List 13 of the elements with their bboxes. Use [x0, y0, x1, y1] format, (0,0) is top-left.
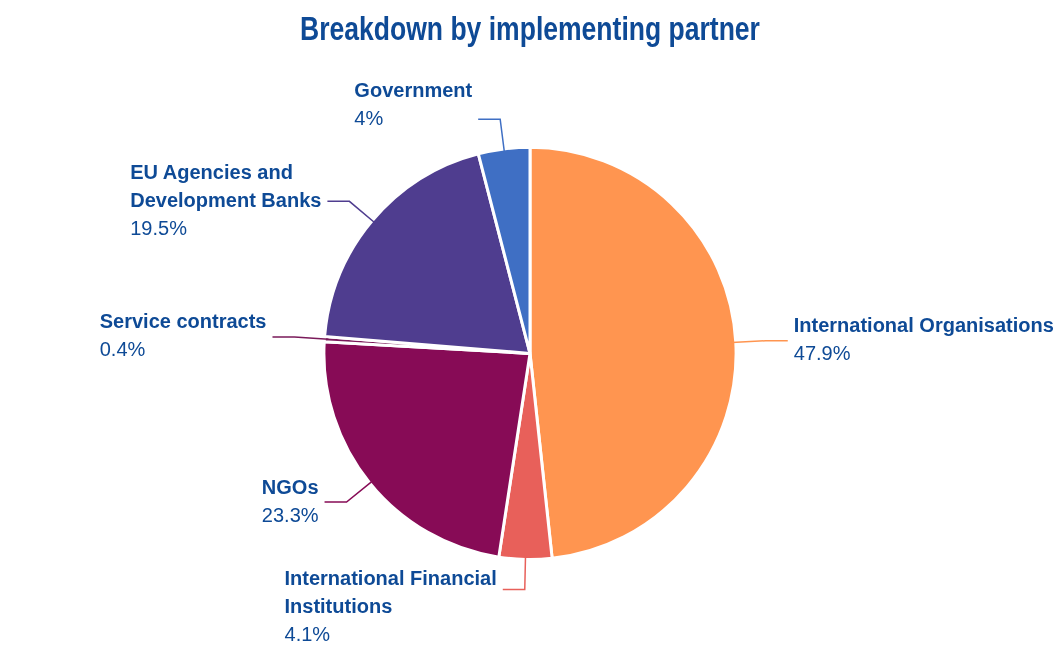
- slice-label: NGOs: [261, 475, 319, 498]
- slice-label: International Financial Institutions: [284, 566, 497, 617]
- data-label: 19.5%: [130, 216, 188, 239]
- data-label: 0.4%: [99, 338, 146, 361]
- data-label: 23.3%: [261, 503, 319, 526]
- chart-title: Breakdown by implementing partner: [300, 8, 761, 48]
- slice-label: International Organisations: [793, 314, 1054, 337]
- slice-label: Service contracts: [99, 310, 267, 333]
- slice-label: EU Agencies and Development Banks: [130, 160, 322, 211]
- data-label: 4.1%: [284, 622, 331, 645]
- slice-label: Government: [354, 78, 473, 101]
- data-label: 4%: [354, 106, 384, 129]
- data-label: 47.9%: [793, 342, 851, 365]
